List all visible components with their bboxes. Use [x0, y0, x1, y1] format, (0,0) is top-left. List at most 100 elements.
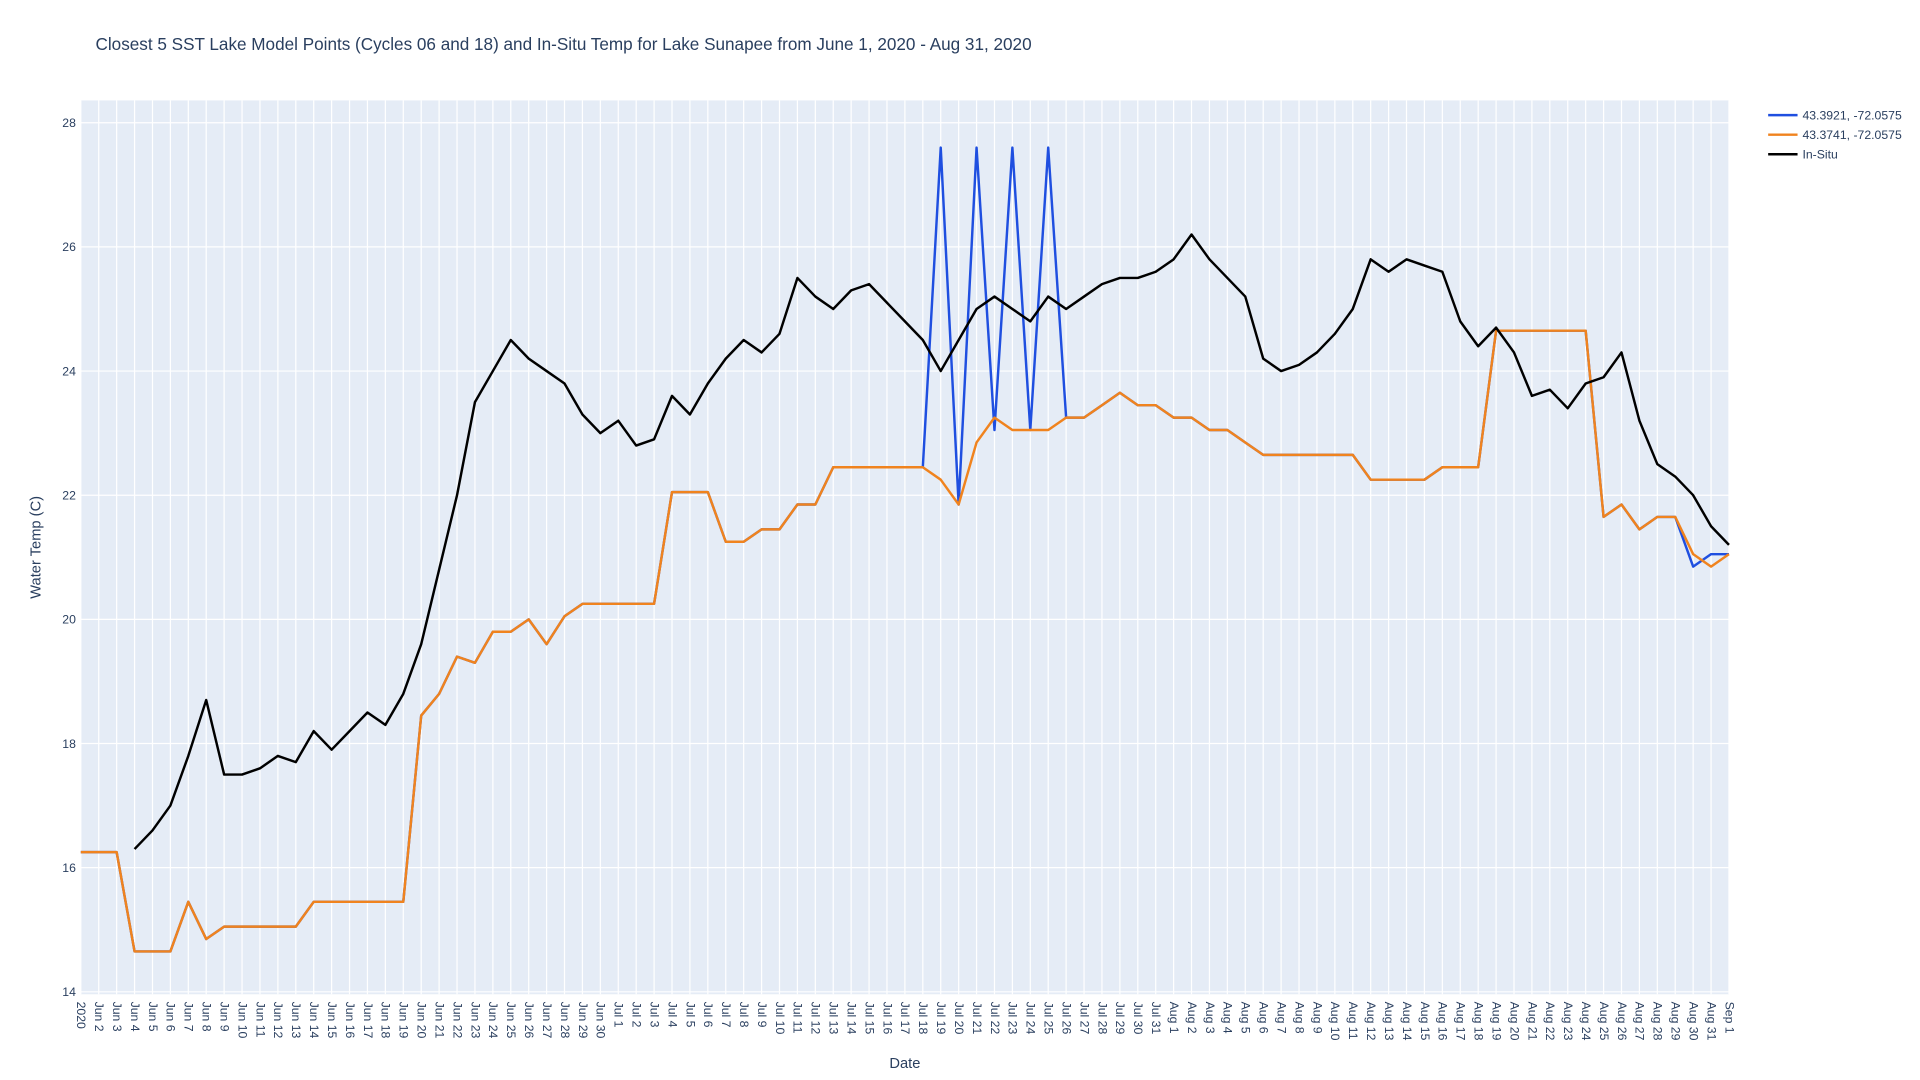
- x-tick-label: Aug 19: [1489, 1002, 1503, 1041]
- x-tick-label: Jun 18: [379, 1002, 393, 1039]
- x-tick-label: Aug 29: [1669, 1002, 1683, 1041]
- x-tick-label: Jun 11: [253, 1002, 267, 1038]
- x-tick-label: Jul 3: [647, 1002, 661, 1028]
- x-tick-label: Jun 17: [361, 1002, 375, 1039]
- x-tick-label: Jun 14: [307, 1002, 321, 1039]
- x-tick-label: Jun 9: [217, 1002, 231, 1032]
- x-tick-label: Aug 18: [1471, 1002, 1485, 1041]
- series-line: [80, 329, 1730, 953]
- x-tick-label: Jul 6: [701, 1002, 715, 1028]
- x-tick-label: Aug 22: [1543, 1002, 1557, 1041]
- x-tick-label: Jul 10: [773, 1002, 787, 1035]
- x-tick-label: Jun 25: [504, 1002, 518, 1039]
- x-tick-label: Jul 16: [880, 1002, 894, 1035]
- x-tick-label: Jul 14: [844, 1002, 858, 1035]
- x-tick-label: Jun 24: [486, 1002, 500, 1039]
- x-tick-label: Jul 22: [988, 1002, 1002, 1035]
- y-axis-title: Water Temp (C): [28, 496, 44, 599]
- x-tick-label: Jun 7: [182, 1002, 196, 1032]
- x-tick-label: Jul 30: [1131, 1002, 1145, 1035]
- x-tick-label: Jul 7: [719, 1002, 733, 1028]
- x-tick-label: Jul 2: [630, 1002, 644, 1028]
- x-tick-label: Aug 23: [1561, 1002, 1575, 1041]
- chart-title: Closest 5 SST Lake Model Points (Cycles …: [96, 34, 1032, 54]
- x-tick-label: Aug 31: [1704, 1002, 1718, 1041]
- x-tick-label: Aug 27: [1633, 1002, 1647, 1041]
- x-tick-label: Jun 10: [235, 1002, 249, 1039]
- x-tick-label: Jul 11: [791, 1002, 805, 1034]
- y-tick-label: 14: [62, 985, 76, 999]
- x-tick-label: Jul 5: [683, 1002, 697, 1028]
- x-tick-label: Jun 16: [343, 1002, 357, 1039]
- x-tick-label: Jun 3: [110, 1002, 124, 1032]
- legend-label: In-Situ: [1802, 148, 1837, 162]
- x-tick-label: Aug 16: [1436, 1002, 1450, 1041]
- x-tick-label: Jun 13: [289, 1002, 303, 1039]
- legend-label: 43.3921, -72.0575: [1802, 108, 1902, 122]
- x-tick-label: Aug 4: [1221, 1002, 1235, 1034]
- x-tick-label: Jul 18: [916, 1002, 930, 1035]
- x-tick-label: Jun 6: [164, 1002, 178, 1032]
- x-tick-label: Aug 10: [1328, 1002, 1342, 1041]
- x-tick-label: Jul 23: [1006, 1002, 1020, 1035]
- x-axis-title: Date: [889, 1056, 920, 1072]
- x-tick-label: Jul 31: [1149, 1002, 1163, 1035]
- x-tick-label: Aug 2: [1185, 1002, 1199, 1034]
- x-tick-label: Jul 15: [862, 1002, 876, 1035]
- x-tick-label: Aug 17: [1454, 1002, 1468, 1041]
- x-tick-label: Aug 15: [1418, 1002, 1432, 1041]
- x-tick-label: Jul 25: [1042, 1002, 1056, 1035]
- x-tick-label: Jun 2: [92, 1002, 106, 1032]
- y-tick-label: 24: [62, 364, 76, 378]
- x-tick-label: Aug 26: [1615, 1002, 1629, 1041]
- x-tick-label: Jul 21: [970, 1002, 984, 1035]
- x-tick-label: Jun 21: [432, 1002, 446, 1039]
- y-tick-label: 18: [62, 737, 76, 751]
- y-tick-label: 22: [62, 488, 76, 502]
- y-tick-label: 28: [62, 116, 76, 130]
- x-tick-label: Aug 9: [1310, 1002, 1324, 1034]
- x-tick-label: Aug 1: [1167, 1002, 1181, 1034]
- x-tick-label: Jun 5: [146, 1002, 160, 1032]
- x-tick-label: Jun 28: [558, 1002, 572, 1039]
- x-tick-label: Jun 22: [450, 1002, 464, 1039]
- x-tick-label: Jun 30: [594, 1002, 608, 1039]
- x-tick-label: Jul 27: [1077, 1002, 1091, 1035]
- x-tick-label: Jul 4: [665, 1002, 679, 1028]
- x-tick-label: Jul 17: [898, 1002, 912, 1035]
- x-tick-label: Jul 8: [737, 1002, 751, 1028]
- x-tick-label: Aug 3: [1203, 1002, 1217, 1034]
- x-tick-label: Jun 27: [540, 1002, 554, 1039]
- y-tick-label: 16: [62, 861, 76, 875]
- x-tick-label: Jul 29: [1113, 1002, 1127, 1035]
- x-tick-label: Jun 26: [522, 1002, 536, 1039]
- y-tick-label: 20: [62, 613, 76, 627]
- x-tick-label: Aug 21: [1525, 1002, 1539, 1041]
- x-tick-label: Jul 9: [755, 1002, 769, 1028]
- x-tick-label: Jul 13: [827, 1002, 841, 1035]
- x-tick-label: Jul 26: [1059, 1002, 1073, 1035]
- x-tick-label: Jun 8: [200, 1002, 214, 1032]
- x-tick-label: Jun 19: [397, 1002, 411, 1039]
- x-tick-label: Jun 4: [128, 1002, 142, 1032]
- x-tick-label: Aug 8: [1292, 1002, 1306, 1034]
- x-tick-label: Jun 12: [271, 1002, 285, 1039]
- x-tick-label: Jun 15: [325, 1002, 339, 1039]
- x-tick-label: Aug 6: [1257, 1002, 1271, 1034]
- x-tick-label: Sep 1: [1722, 1002, 1736, 1034]
- x-tick-label: Aug 20: [1507, 1002, 1521, 1041]
- series-line: [133, 233, 1730, 850]
- x-tick-label: Jul 12: [809, 1002, 823, 1035]
- x-tick-label: 2020: [74, 1002, 88, 1029]
- x-tick-label: Jul 20: [952, 1002, 966, 1035]
- x-tick-label: Aug 25: [1597, 1002, 1611, 1041]
- x-tick-label: Aug 28: [1651, 1002, 1665, 1041]
- x-tick-label: Jun 23: [468, 1002, 482, 1039]
- x-tick-label: Aug 24: [1579, 1002, 1593, 1041]
- x-tick-label: Jun 29: [576, 1002, 590, 1039]
- x-tick-label: Aug 11: [1346, 1002, 1360, 1040]
- y-tick-label: 26: [62, 240, 76, 254]
- x-tick-label: Jul 19: [934, 1002, 948, 1035]
